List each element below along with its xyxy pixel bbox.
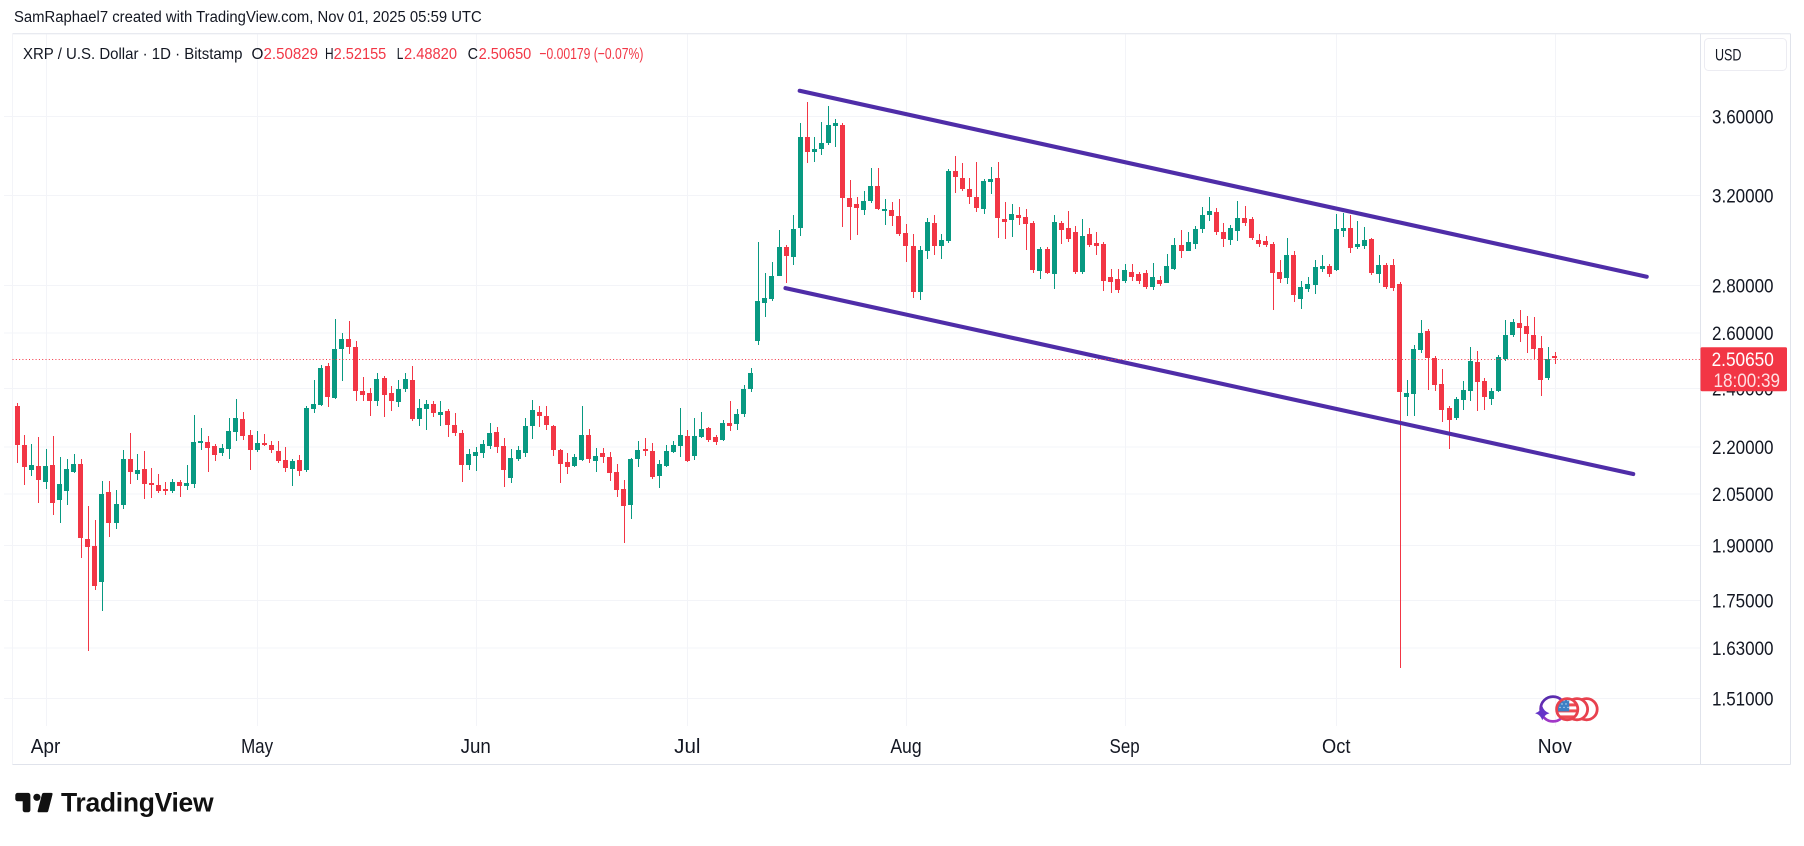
svg-text:2.80000: 2.80000 (1712, 276, 1774, 297)
svg-text:2.48820: 2.48820 (404, 46, 457, 63)
svg-text:2.50650: 2.50650 (479, 46, 532, 63)
svg-text:Oct: Oct (1322, 736, 1351, 758)
svg-text:Sep: Sep (1110, 736, 1140, 758)
svg-text:XRP / U.S. Dollar · 1D · Bitst: XRP / U.S. Dollar · 1D · Bitstamp (23, 46, 243, 63)
svg-text:C: C (468, 46, 478, 63)
svg-text:2.60000: 2.60000 (1712, 324, 1774, 345)
svg-text:18:00:39: 18:00:39 (1714, 371, 1781, 392)
svg-text:Jun: Jun (461, 736, 491, 758)
svg-text:May: May (241, 736, 273, 758)
svg-text:2.50650: 2.50650 (1712, 350, 1774, 371)
svg-text:Nov: Nov (1538, 736, 1572, 758)
svg-text:1.90000: 1.90000 (1712, 536, 1774, 557)
svg-text:L: L (397, 46, 404, 63)
svg-text:1.51000: 1.51000 (1712, 689, 1774, 710)
svg-text:2.50829: 2.50829 (264, 46, 319, 63)
svg-text:1.75000: 1.75000 (1712, 591, 1774, 612)
svg-text:3.60000: 3.60000 (1712, 107, 1774, 128)
svg-text:3.20000: 3.20000 (1712, 186, 1774, 207)
svg-text:H: H (325, 46, 334, 63)
svg-text:O: O (252, 46, 264, 63)
svg-text:2.05000: 2.05000 (1712, 485, 1774, 506)
svg-text:Apr: Apr (31, 736, 61, 758)
svg-text:2.20000: 2.20000 (1712, 438, 1774, 459)
svg-text:2.52155: 2.52155 (334, 46, 387, 63)
svg-text:USD: USD (1715, 46, 1742, 65)
svg-text:Jul: Jul (674, 736, 700, 758)
svg-text:−0.00179 (−0.07%): −0.00179 (−0.07%) (539, 46, 643, 63)
svg-text:Aug: Aug (890, 736, 921, 758)
svg-text:1.63000: 1.63000 (1712, 639, 1774, 660)
svg-text:TradingView: TradingView (61, 788, 214, 818)
